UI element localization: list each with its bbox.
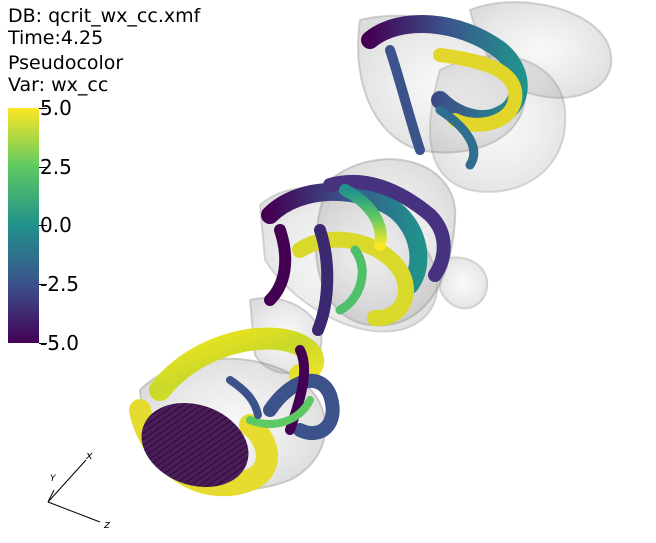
colorbar-tick: [39, 108, 47, 109]
plot-type-label: Pseudocolor: [8, 52, 124, 74]
colorbar-label: -2.5: [40, 272, 80, 296]
axis-label-x: x: [86, 449, 93, 462]
colorbar-tick: [39, 167, 47, 168]
variable-label: Var: wx_cc: [8, 74, 109, 96]
z-axis-line: [47, 501, 101, 523]
colorbar-label: 2.5: [40, 155, 72, 179]
colorbar-label: 0.0: [40, 213, 72, 237]
x-axis-line: [47, 459, 87, 503]
y-axis-line: [47, 489, 55, 503]
colorbar-label-max: 5.0: [40, 96, 72, 120]
colorbar-tick: [39, 225, 47, 226]
colorbar-tick: [39, 284, 47, 285]
axis-label-y: Y: [50, 474, 56, 484]
colorbar-label-min: -5.0: [40, 331, 80, 355]
colorbar-tick: [39, 343, 47, 344]
axis-triad: [47, 459, 101, 523]
time-label: Time:4.25: [8, 27, 104, 49]
database-label: DB: qcrit_wx_cc.xmf: [8, 5, 201, 27]
axis-label-z: z: [104, 518, 110, 531]
colorbar: [8, 108, 39, 343]
